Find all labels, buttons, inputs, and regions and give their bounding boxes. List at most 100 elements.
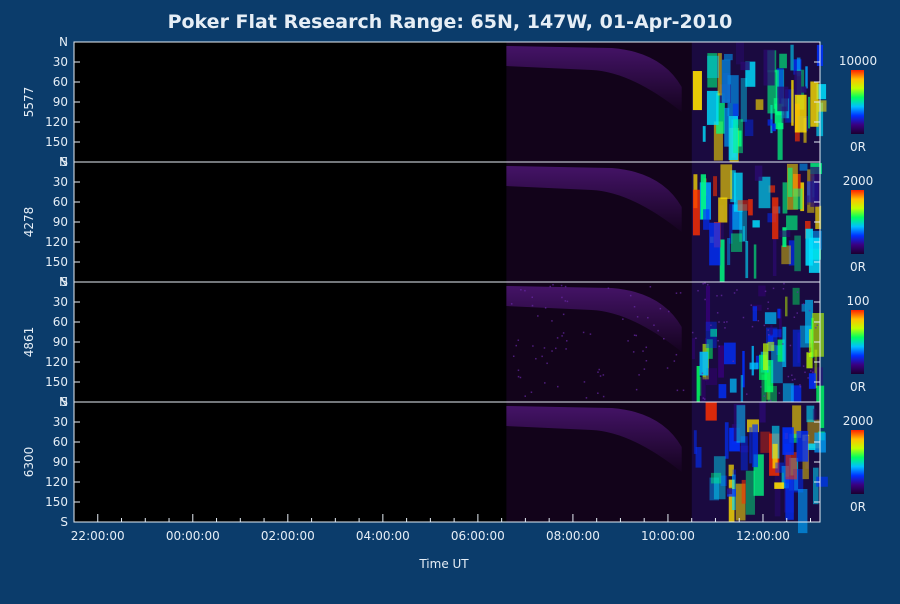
- aurora-streak: [800, 164, 808, 171]
- noise-speck: [647, 317, 649, 319]
- y-tick-label: 60: [53, 75, 68, 89]
- noise-speck: [803, 365, 805, 367]
- aurora-streak: [727, 238, 730, 265]
- aurora-streak: [703, 126, 706, 142]
- noise-speck: [598, 369, 600, 371]
- noise-speck: [630, 295, 632, 297]
- noise-speck: [565, 300, 567, 302]
- noise-speck: [734, 292, 736, 294]
- noise-speck: [764, 325, 766, 327]
- noise-speck: [518, 339, 520, 341]
- aurora-streak: [718, 197, 727, 222]
- y-tick-label: 150: [45, 495, 68, 509]
- aurora-streak: [786, 452, 797, 479]
- noise-speck: [532, 305, 534, 307]
- aurora-streak: [772, 124, 776, 132]
- noise-speck: [707, 284, 709, 286]
- noise-speck: [653, 324, 655, 326]
- y-tick-label: S: [60, 515, 68, 529]
- aurora-streak: [801, 87, 806, 93]
- noise-speck: [531, 297, 533, 299]
- aurora-streak: [752, 220, 759, 227]
- noise-speck: [809, 310, 811, 312]
- noise-speck: [535, 358, 537, 360]
- aurora-streak: [773, 329, 782, 337]
- noise-speck: [760, 386, 762, 388]
- noise-speck: [600, 375, 602, 377]
- noise-speck: [532, 345, 534, 347]
- noise-speck: [797, 291, 799, 293]
- noise-speck: [544, 382, 546, 384]
- aurora-streak: [731, 233, 742, 252]
- noise-speck: [537, 315, 539, 317]
- noise-speck: [563, 314, 565, 316]
- noise-speck: [633, 351, 635, 353]
- aurora-streak: [768, 386, 777, 403]
- aurora-streak: [760, 432, 770, 453]
- aurora-streak: [696, 447, 702, 468]
- aurora-streak: [709, 223, 720, 266]
- noise-speck: [637, 316, 639, 318]
- x-tick-label: 00:00:00: [166, 529, 220, 543]
- noise-speck: [788, 376, 790, 378]
- noise-speck: [768, 301, 770, 303]
- noise-speck: [597, 371, 599, 373]
- aurora-streak: [759, 402, 765, 422]
- y-tick-label: 90: [53, 335, 68, 349]
- noise-speck: [552, 284, 554, 286]
- noise-speck: [642, 350, 644, 352]
- aurora-streak: [745, 241, 748, 278]
- y-tick-label: 120: [45, 115, 68, 129]
- aurora-streak: [700, 352, 709, 376]
- y-tick-label: 150: [45, 255, 68, 269]
- y-tick-label: 60: [53, 435, 68, 449]
- aurora-streak: [758, 285, 765, 296]
- noise-speck: [800, 386, 802, 388]
- aurora-streak: [809, 373, 816, 389]
- aurora-streak: [750, 363, 759, 370]
- noise-speck: [583, 332, 585, 334]
- colorbar-max-label: 2000: [843, 174, 874, 188]
- aurora-streak: [813, 409, 817, 421]
- aurora-streak: [707, 91, 719, 125]
- noise-speck: [718, 321, 720, 323]
- noise-speck: [586, 397, 588, 399]
- aurora-streak: [752, 346, 754, 375]
- x-tick-label: 12:00:00: [736, 529, 790, 543]
- aurora-streak: [777, 309, 780, 319]
- aurora-streak: [810, 81, 818, 126]
- aurora-streak: [718, 345, 724, 377]
- noise-speck: [812, 371, 814, 373]
- noise-speck: [518, 376, 520, 378]
- aurora-streak: [788, 168, 793, 197]
- noise-speck: [746, 393, 748, 395]
- x-tick-label: 10:00:00: [641, 529, 695, 543]
- aurora-streak: [775, 476, 781, 517]
- noise-speck: [636, 389, 638, 391]
- aurora-streak: [740, 62, 749, 70]
- x-tick-label: 04:00:00: [356, 529, 410, 543]
- noise-speck: [650, 286, 652, 288]
- aurora-streak: [774, 482, 784, 489]
- aurora-streak: [754, 244, 757, 278]
- noise-speck: [799, 384, 801, 386]
- panels-layer: N 30 60 90 120 150 S 5577 10000 0R N 30 60 90 120 150 S 4…: [22, 35, 877, 533]
- noise-speck: [638, 374, 640, 376]
- noise-speck: [644, 368, 646, 370]
- aurora-streak: [730, 379, 737, 393]
- noise-speck: [513, 356, 515, 358]
- noise-speck: [724, 327, 726, 329]
- noise-speck: [603, 396, 605, 398]
- aurora-streak: [727, 488, 732, 494]
- noise-speck: [627, 340, 629, 342]
- aurora-streak: [794, 71, 801, 96]
- aurora-streak: [706, 402, 717, 420]
- noise-speck: [561, 335, 563, 337]
- y-tick-label: N: [59, 275, 68, 289]
- colorbar-max-label: 2000: [843, 414, 874, 428]
- aurora-streak: [779, 231, 790, 237]
- noise-speck: [584, 381, 586, 383]
- aurora-streak: [724, 108, 729, 147]
- x-tick-label: 06:00:00: [451, 529, 505, 543]
